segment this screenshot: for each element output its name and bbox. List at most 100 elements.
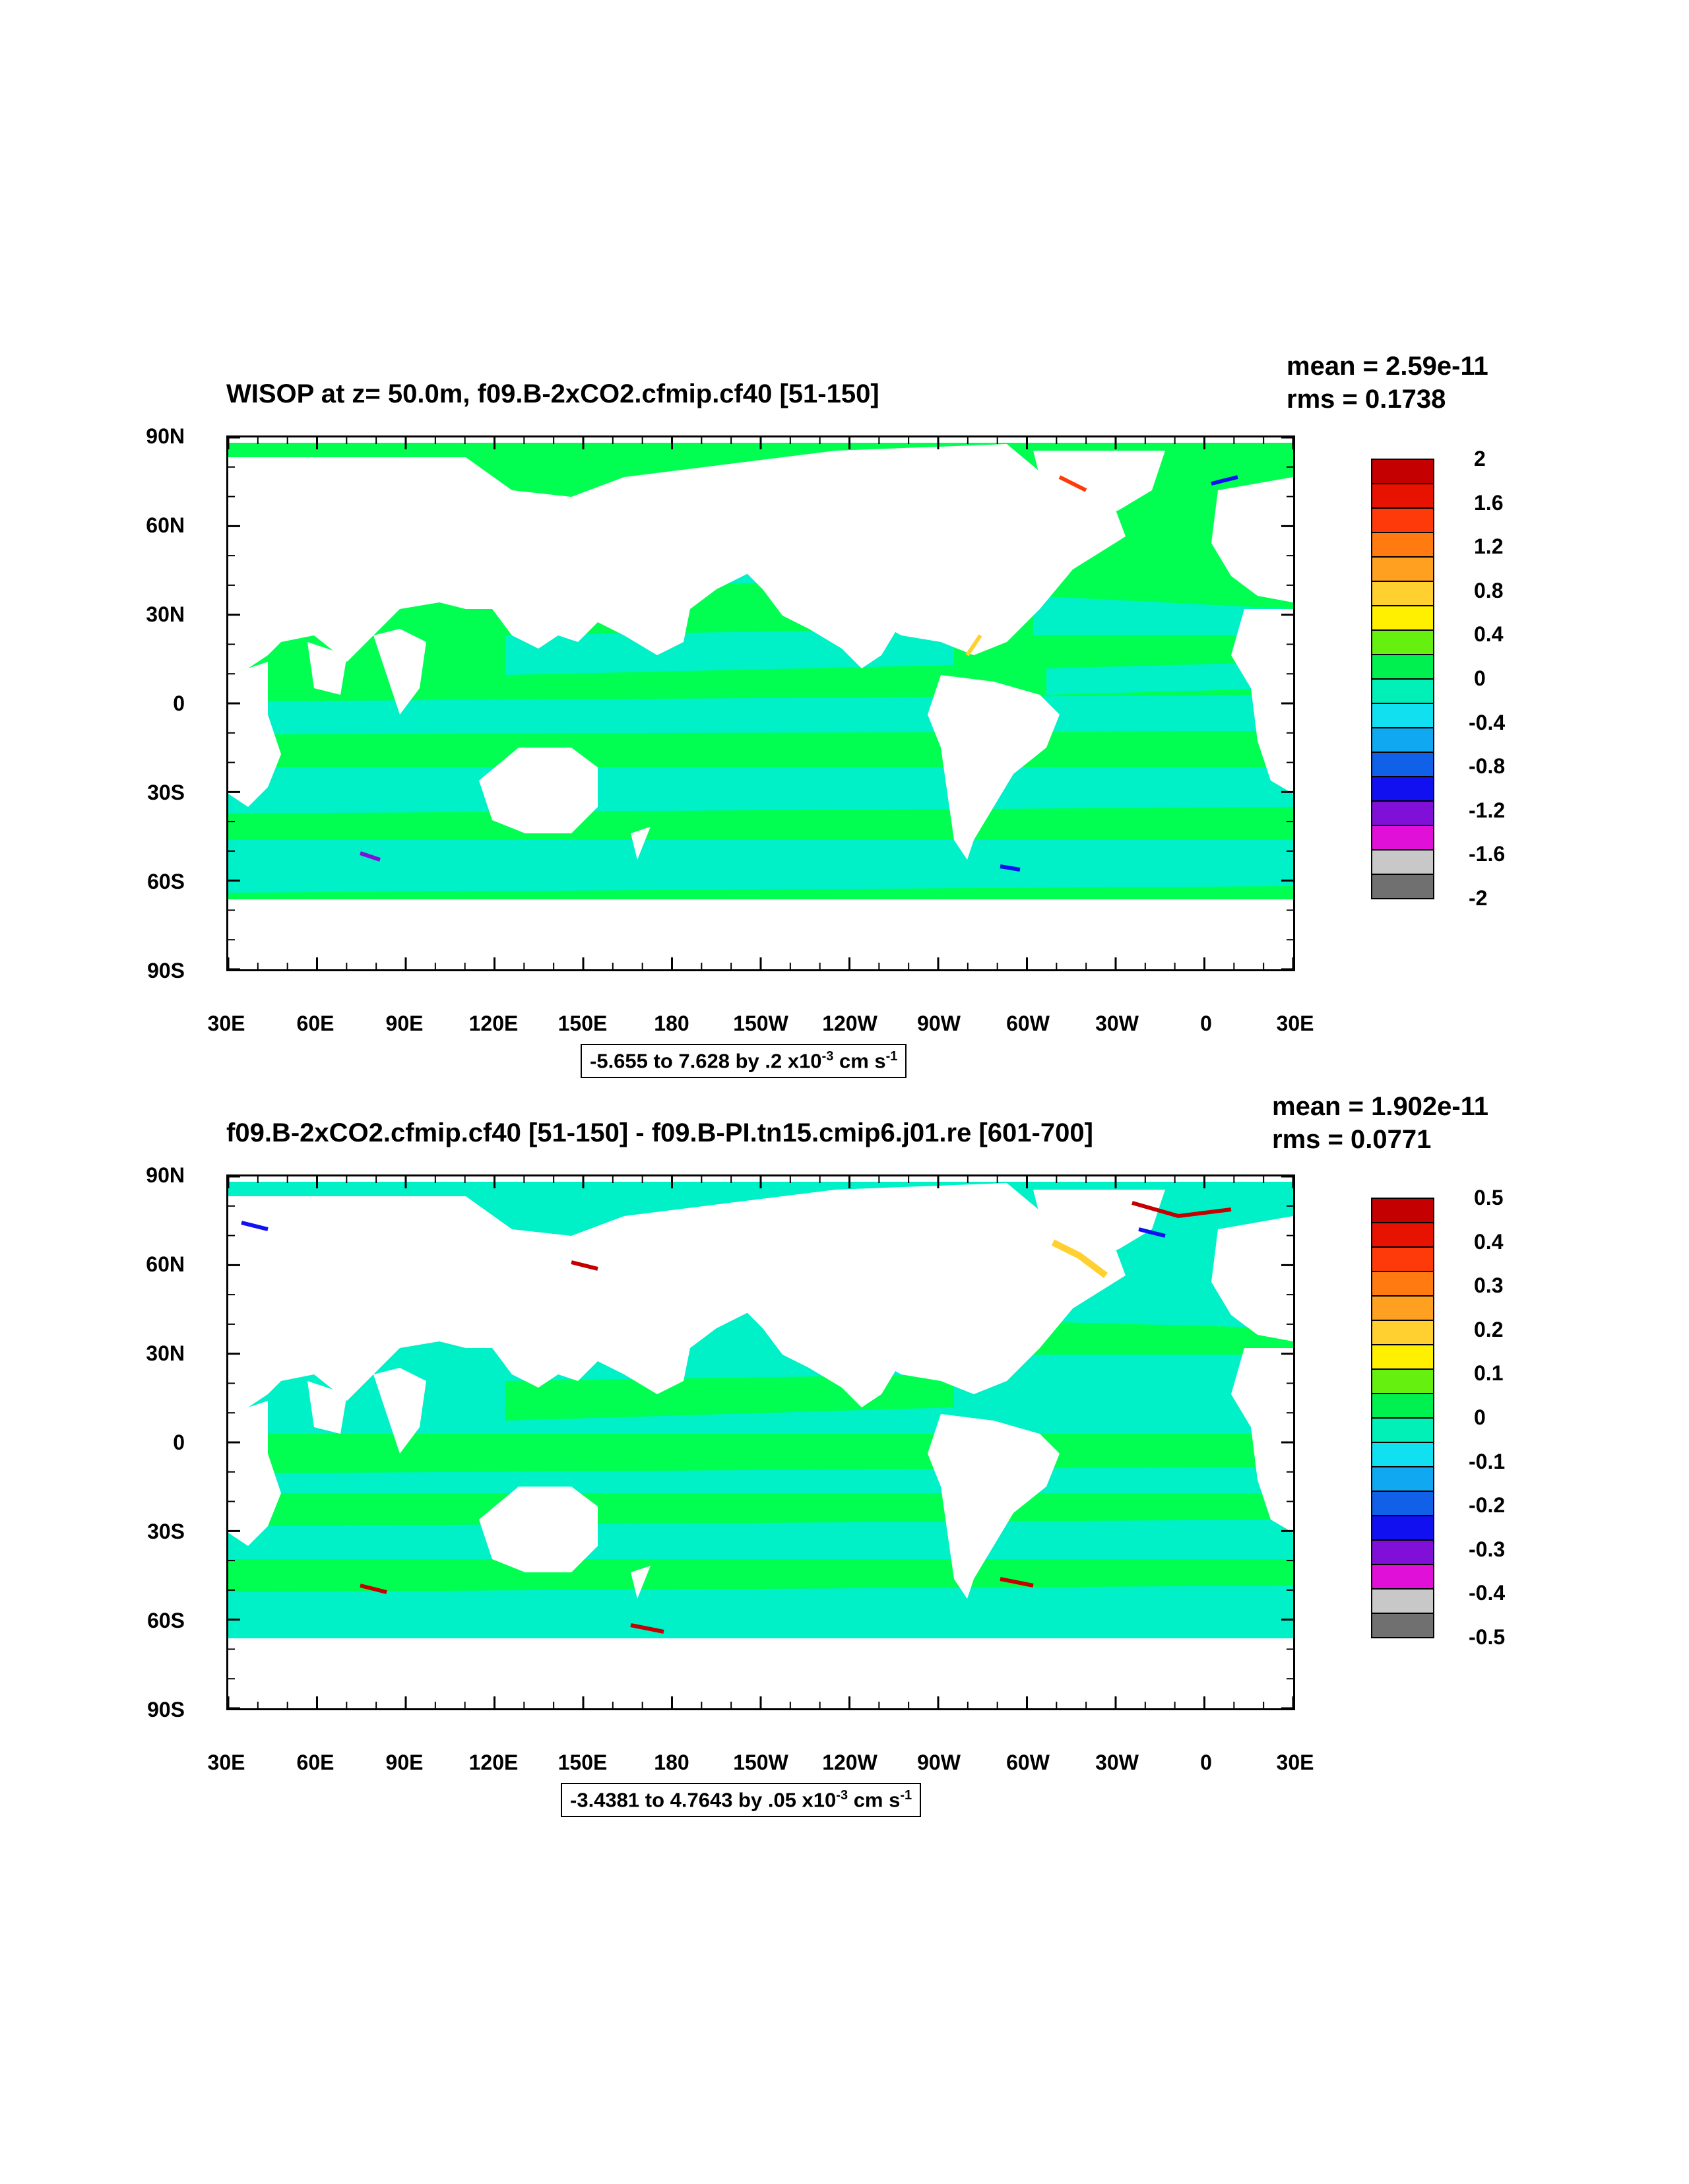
colorbar-label: 0.4 xyxy=(1474,622,1504,647)
colorbar-label: -1.2 xyxy=(1469,798,1506,822)
colorbar-box xyxy=(1371,1442,1434,1467)
x-tick-label: 120W xyxy=(822,1012,877,1035)
x-tick-label: 30E xyxy=(207,1750,245,1774)
coastal-anomalies xyxy=(360,475,1238,872)
x-tick-label: 30E xyxy=(1276,1012,1314,1035)
colorbar-label: 0.4 xyxy=(1474,1229,1504,1254)
contour-range: -3.4381 to 4.7643 by .05 x10 xyxy=(570,1788,837,1812)
y-tick-label: 60N xyxy=(146,513,185,537)
tick-marks xyxy=(228,437,1293,969)
colorbar-label: 0.2 xyxy=(1474,1317,1504,1341)
y-tick-label: 60S xyxy=(147,1609,185,1632)
mean-value: mean = 1.902e-11 xyxy=(1272,1092,1489,1121)
colorbar-box xyxy=(1371,874,1434,899)
y-tick-label: 90S xyxy=(147,959,185,982)
contour-unit: cm s xyxy=(848,1788,901,1812)
x-tick-label: 60W xyxy=(1006,1012,1050,1035)
y-tick-label: 0 xyxy=(173,1430,185,1454)
colorbar-box xyxy=(1371,532,1434,558)
ocean-field xyxy=(228,1176,1293,1708)
x-tick-label: 90W xyxy=(917,1012,961,1035)
contour-exp: -3 xyxy=(836,1788,848,1803)
colorbar-box xyxy=(1371,556,1434,582)
y-tick-label: 90S xyxy=(147,1698,185,1721)
colorbar-box xyxy=(1371,1515,1434,1541)
colorbar-box xyxy=(1371,703,1434,728)
x-tick-label: 150E xyxy=(558,1012,608,1035)
x-tick-label: 30W xyxy=(1095,1012,1139,1035)
colorbar-box xyxy=(1371,1539,1434,1565)
x-tick-label: 180 xyxy=(654,1750,689,1774)
colorbar-label: 0.5 xyxy=(1474,1186,1504,1209)
x-tick-label: 180 xyxy=(654,1012,689,1035)
ocean-field xyxy=(228,437,1293,969)
x-tick-label: 120E xyxy=(468,1750,519,1774)
colorbar-box xyxy=(1371,1466,1434,1492)
contour-info-box: -3.4381 to 4.7643 by .05 x10-3 cm s-1 xyxy=(561,1783,922,1818)
colorbar-label: 1.2 xyxy=(1474,534,1504,559)
colorbar-box xyxy=(1371,605,1434,631)
colorbar-label: -0.3 xyxy=(1469,1537,1506,1561)
panel-top: WISOP at z= 50.0m, f09.B-2xCO2.cfmip.cf4… xyxy=(146,352,1506,1079)
panel-title: WISOP at z= 50.0m, f09.B-2xCO2.cfmip.cf4… xyxy=(226,379,879,408)
contour-range: -5.655 to 7.628 by .2 x10 xyxy=(590,1049,822,1073)
colorbar-box xyxy=(1371,1564,1434,1590)
x-tick-label: 30W xyxy=(1095,1750,1139,1774)
y-tick-label: 90N xyxy=(146,424,185,448)
panel-title: f09.B-2xCO2.cfmip.cf40 [51-150] - f09.B-… xyxy=(226,1118,1093,1147)
colorbar-label: -0.8 xyxy=(1469,754,1506,779)
x-tick-label: 90W xyxy=(917,1750,961,1774)
colorbar-label: 0 xyxy=(1474,666,1486,690)
colorbar-box xyxy=(1371,1320,1434,1345)
colorbar-box xyxy=(1371,581,1434,606)
colorbar-box xyxy=(1371,776,1434,802)
colorbar-label: -2 xyxy=(1469,886,1488,910)
colorbar-box xyxy=(1371,1344,1434,1370)
contour-unit: cm s xyxy=(833,1049,886,1073)
x-tick-label: 30E xyxy=(1276,1750,1314,1774)
colorbar-label: 0.3 xyxy=(1474,1273,1504,1298)
colorbar-label: 0.1 xyxy=(1474,1361,1504,1386)
colorbar-label: -0.4 xyxy=(1469,1581,1506,1605)
colorbar-box xyxy=(1371,849,1434,875)
y-tick-label: 60S xyxy=(147,870,185,893)
colorbar-box xyxy=(1371,1368,1434,1394)
x-tick-label: 90E xyxy=(385,1012,424,1035)
x-tick-label: 150W xyxy=(733,1012,788,1035)
colorbar-box xyxy=(1371,459,1434,484)
x-tick-label: 60E xyxy=(296,1012,335,1035)
colorbar-box xyxy=(1371,1222,1434,1248)
x-tick-label: 0 xyxy=(1200,1012,1212,1035)
contour-exp: -3 xyxy=(821,1049,834,1064)
y-tick-label: 90N xyxy=(146,1163,185,1187)
colorbar-label: -0.5 xyxy=(1469,1625,1506,1649)
colorbar-label: 0.8 xyxy=(1474,578,1504,602)
x-tick-label: 60W xyxy=(1006,1750,1050,1774)
contour-unit-exp: -1 xyxy=(900,1788,912,1803)
colorbar-box xyxy=(1371,1588,1434,1614)
x-tick-label: 120E xyxy=(468,1012,519,1035)
y-tick-label: 30N xyxy=(146,602,185,626)
colorbar-box xyxy=(1371,1246,1434,1272)
colorbar-box xyxy=(1371,1417,1434,1443)
x-tick-label: 120W xyxy=(822,1750,877,1774)
x-tick-label: 150E xyxy=(558,1750,608,1774)
rms-value: rms = 0.0771 xyxy=(1272,1125,1432,1154)
colorbar-label: 1.6 xyxy=(1474,490,1504,515)
mean-value: mean = 2.59e-11 xyxy=(1287,352,1488,381)
y-tick-label: 30N xyxy=(146,1341,185,1365)
colorbar-label: 0 xyxy=(1474,1405,1486,1429)
x-tick-label: 150W xyxy=(733,1750,788,1774)
map-plot xyxy=(226,1174,1295,1710)
colorbar-label: 2 xyxy=(1474,447,1486,470)
x-tick-label: 60E xyxy=(296,1750,335,1774)
rms-value: rms = 0.1738 xyxy=(1287,385,1446,414)
coastal-anomalies xyxy=(241,1201,1232,1634)
x-tick-label: 30E xyxy=(207,1012,245,1035)
colorbar-box xyxy=(1371,507,1434,533)
map-plot xyxy=(226,435,1295,971)
colorbar-box xyxy=(1371,654,1434,680)
y-tick-label: 0 xyxy=(173,691,185,715)
colorbar-box xyxy=(1371,1613,1434,1638)
